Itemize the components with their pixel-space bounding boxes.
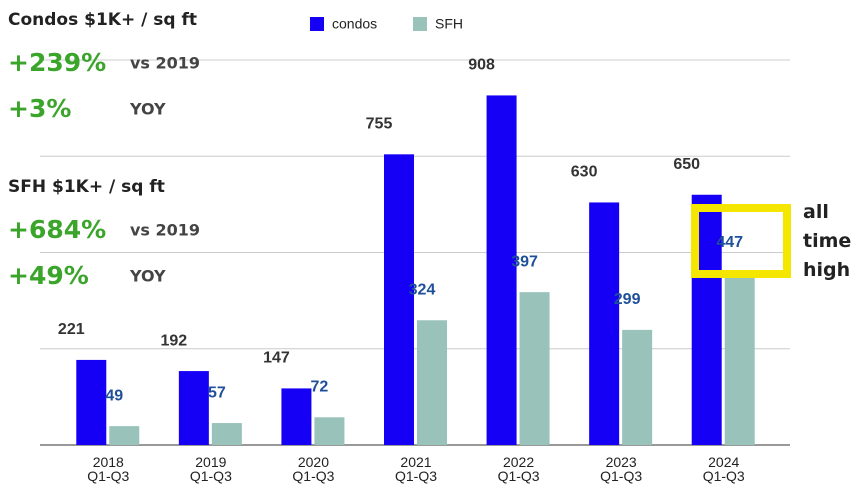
data-label: 49 xyxy=(105,387,123,404)
x-tick-label: 2024 Q1-Q3 xyxy=(703,454,745,484)
data-label: 72 xyxy=(311,378,329,395)
data-label: 908 xyxy=(468,57,495,74)
x-tick-label: 2023 Q1-Q3 xyxy=(600,454,642,484)
x-tick-label: 2020 Q1-Q3 xyxy=(292,454,334,484)
data-label: 397 xyxy=(511,253,538,270)
x-tick-label-line: 2023 xyxy=(606,454,637,470)
bar xyxy=(417,320,447,445)
data-label: 147 xyxy=(263,350,290,367)
x-tick-label-line: Q1-Q3 xyxy=(600,468,642,484)
data-label: 299 xyxy=(614,291,641,308)
data-label: 630 xyxy=(571,164,598,181)
x-tick-label-line: Q1-Q3 xyxy=(292,468,334,484)
x-tick-label: 2019 Q1-Q3 xyxy=(190,454,232,484)
bar xyxy=(314,417,345,445)
annotation-value: +49% xyxy=(8,261,89,290)
bar xyxy=(281,388,312,445)
annotation-note: YOY xyxy=(129,100,166,119)
bar xyxy=(109,426,140,445)
callout-line: all xyxy=(803,201,829,223)
bar xyxy=(384,154,414,445)
data-label: 221 xyxy=(58,321,85,338)
bar xyxy=(519,292,550,445)
x-tick-label: 2018 Q1-Q3 xyxy=(87,454,129,484)
bar xyxy=(622,329,653,445)
annotation-note: YOY xyxy=(129,267,166,286)
x-tick-label-line: Q1-Q3 xyxy=(498,468,540,484)
bar xyxy=(589,202,620,445)
x-tick-label-line: 2018 xyxy=(93,454,124,470)
callout-line: time xyxy=(803,230,851,252)
legend-label: condos xyxy=(332,16,377,32)
bar xyxy=(724,272,755,445)
data-label: 57 xyxy=(208,384,226,401)
x-tick-label: 2021 Q1-Q3 xyxy=(395,454,437,484)
x-tick-label-line: Q1-Q3 xyxy=(87,468,129,484)
data-label: 650 xyxy=(673,156,700,173)
x-tick-label-line: Q1-Q3 xyxy=(703,468,745,484)
annotation-note: vs 2019 xyxy=(130,54,200,73)
x-tick-label-line: Q1-Q3 xyxy=(395,468,437,484)
bar xyxy=(486,95,517,446)
annotation-note: vs 2019 xyxy=(130,221,200,240)
callout-line: high xyxy=(803,259,850,281)
annotation-title: SFH $1K+ / sq ft xyxy=(8,177,165,197)
x-tick-label-line: 2021 xyxy=(400,454,431,470)
x-tick-label-line: 2024 xyxy=(708,454,739,470)
x-tick-label-line: 2019 xyxy=(195,454,226,470)
bar xyxy=(178,371,209,445)
data-label: 192 xyxy=(161,332,188,349)
highlight-box xyxy=(691,204,791,278)
bar xyxy=(211,423,242,445)
annotation-value: +239% xyxy=(8,48,106,77)
x-tick-label: 2022 Q1-Q3 xyxy=(498,454,540,484)
x-tick-label-line: Q1-Q3 xyxy=(190,468,232,484)
legend-swatch xyxy=(413,17,427,31)
annotation-title: Condos $1K+ / sq ft xyxy=(8,10,197,30)
data-label: 324 xyxy=(409,281,436,298)
data-label: 755 xyxy=(366,116,393,133)
callout-text: all time high xyxy=(803,201,851,281)
legend-swatch xyxy=(310,17,324,31)
data-label: 447 xyxy=(716,234,743,251)
legend-label: SFH xyxy=(435,16,463,32)
x-tick-label-line: 2020 xyxy=(298,454,329,470)
x-tick-label-line: 2022 xyxy=(503,454,534,470)
annotation-value: +684% xyxy=(8,215,106,244)
annotation-value: +3% xyxy=(8,94,71,123)
bar xyxy=(76,359,107,445)
